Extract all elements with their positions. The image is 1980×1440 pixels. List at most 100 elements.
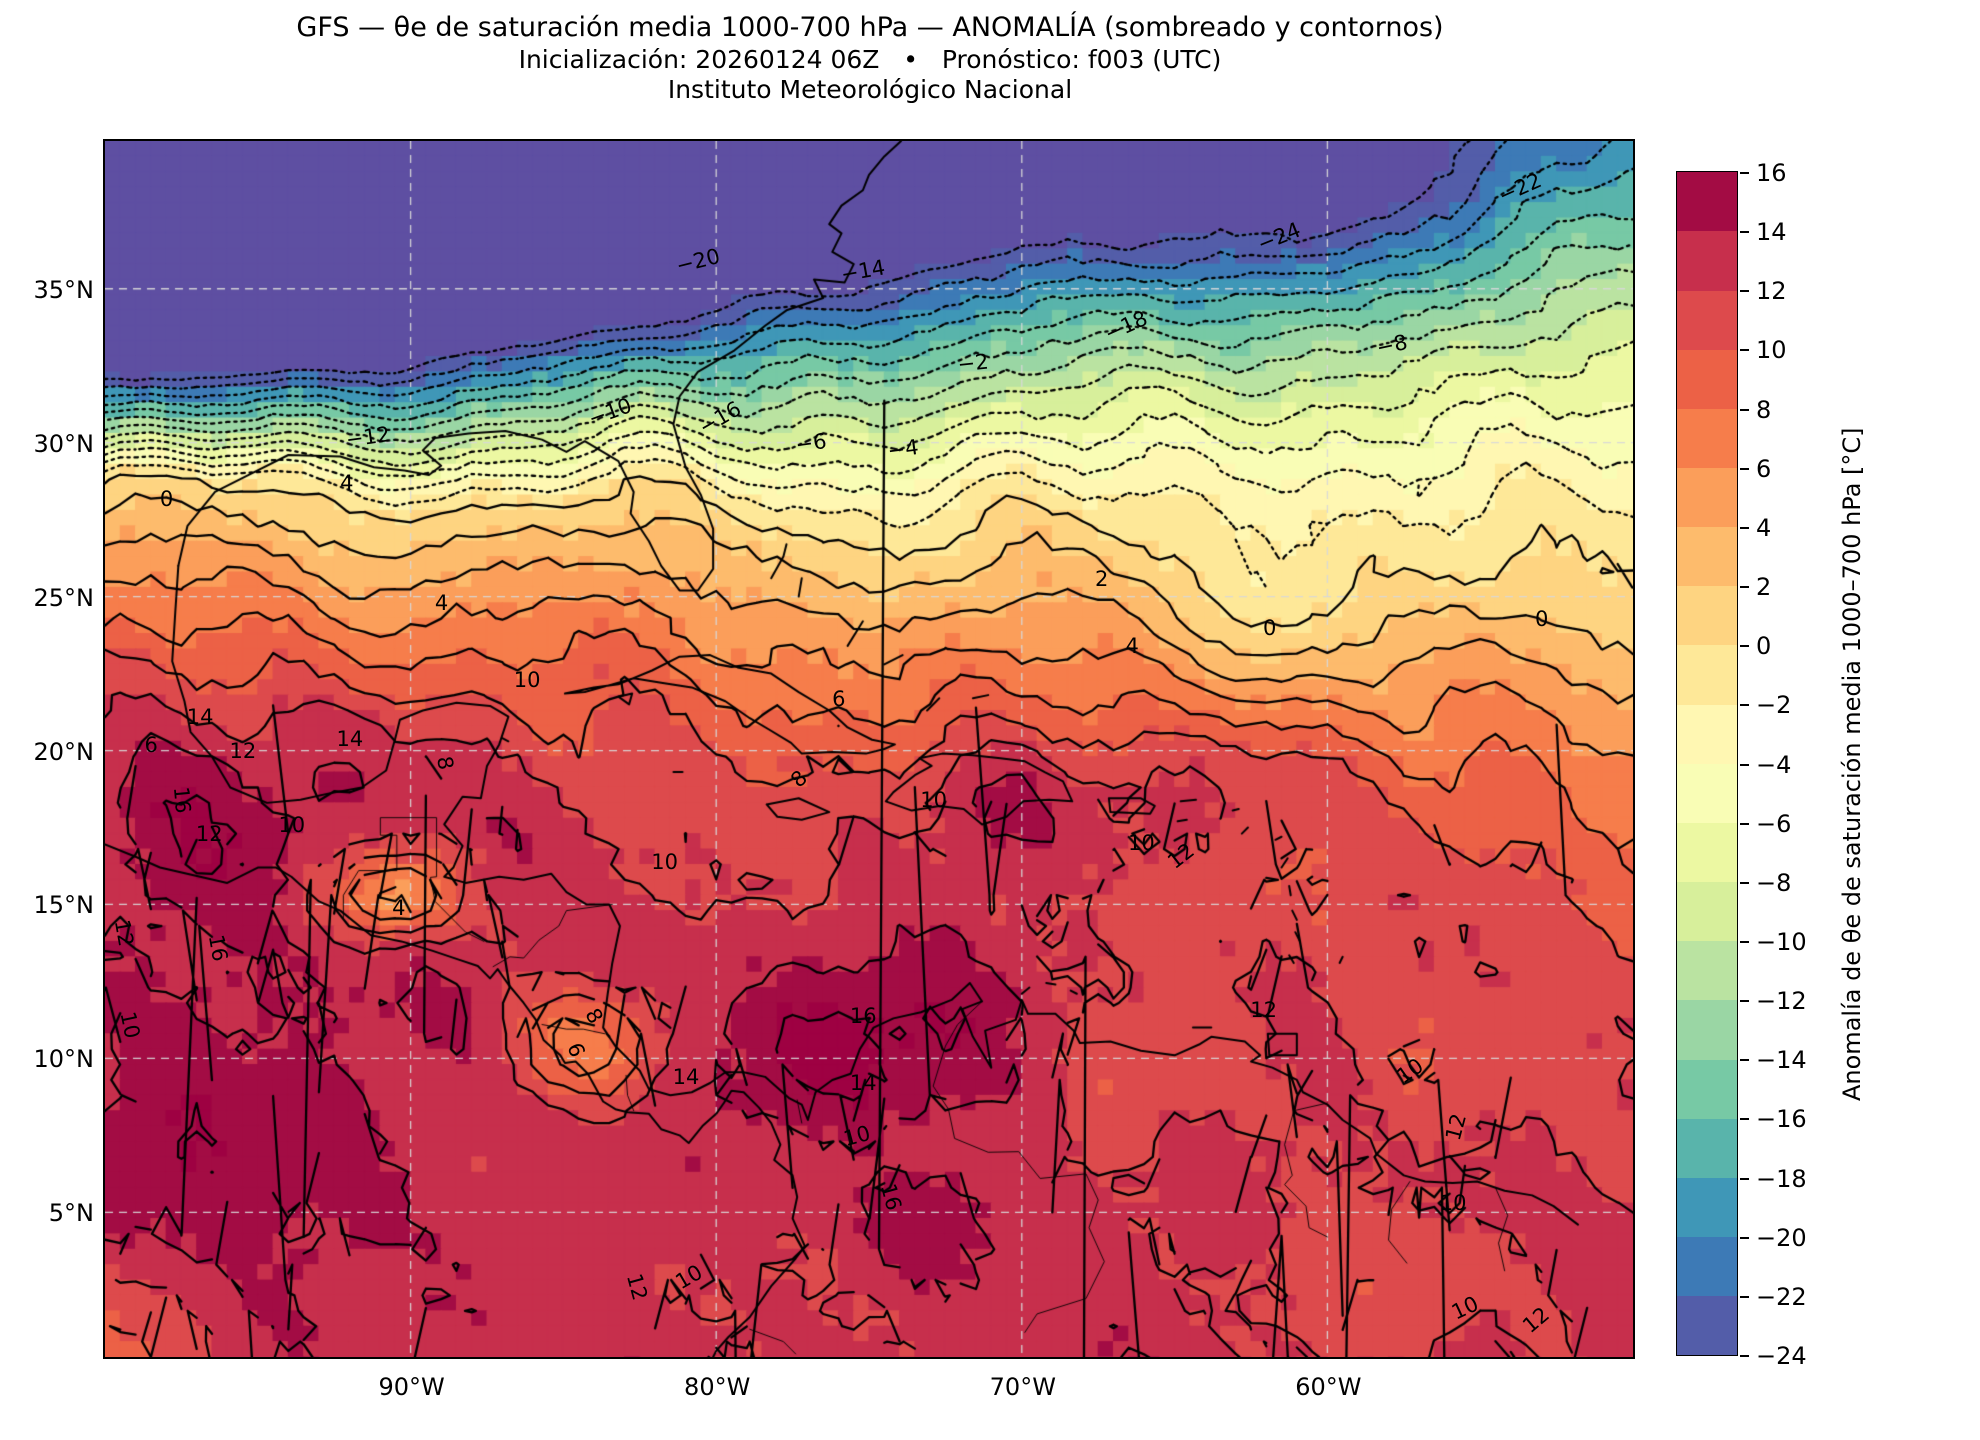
- colorbar-band: [1677, 1000, 1738, 1060]
- colorbar-tick-mark: [1740, 586, 1749, 589]
- colorbar-tick-mark: [1740, 172, 1749, 174]
- lon-tick-label: 90°W: [378, 1373, 445, 1401]
- page-title: GFS — θe de saturación media 1000-700 hP…: [296, 12, 1444, 43]
- map-plot-area: −22 −24 −18 −20 −14 −8 −16 −10 −6 −4 −2 −12 0 0 0 2 4 4 4 4…: [103, 139, 1636, 1360]
- colorbar-tick-label: −18: [1756, 1164, 1807, 1193]
- colorbar-tick-label: −6: [1756, 809, 1792, 838]
- colorbar-tick-label: −24: [1756, 1342, 1807, 1370]
- colorbar-tick-mark: [1740, 1059, 1749, 1062]
- colorbar-tick-label: 0: [1756, 632, 1772, 661]
- colorbar-tick-mark: [1740, 231, 1749, 234]
- contour-label: −4: [886, 435, 921, 464]
- colorbar-tick-label: 10: [1756, 336, 1787, 365]
- contour-label: 10: [1439, 1191, 1467, 1216]
- colorbar-band: [1677, 527, 1738, 587]
- lon-tick-label: 70°W: [989, 1373, 1056, 1401]
- lon-tick-label: 80°W: [684, 1373, 751, 1401]
- contour-label: 12: [229, 738, 257, 763]
- lon-tick-label: 60°W: [1295, 1373, 1362, 1401]
- colorbar-band: [1677, 645, 1738, 705]
- colorbar-tick-label: 8: [1756, 395, 1772, 424]
- colorbar-tick-mark: [1740, 704, 1749, 707]
- colorbar-band: [1677, 349, 1738, 409]
- colorbar-tick-mark: [1740, 1355, 1749, 1357]
- colorbar-label: Anomalía de θe de saturación media 1000–…: [1838, 427, 1866, 1102]
- contour-label: 4: [434, 591, 449, 616]
- colorbar-band: [1677, 882, 1738, 942]
- colorbar-band: [1677, 1118, 1738, 1178]
- lat-tick-label: 25°N: [33, 583, 95, 612]
- colorbar-tick-label: 4: [1756, 513, 1772, 542]
- contour-label: 10: [278, 812, 306, 837]
- contour-label: 10: [651, 849, 679, 874]
- colorbar-tick-label: 2: [1756, 573, 1772, 602]
- colorbar-band: [1677, 1296, 1738, 1356]
- contour-label: 4: [1125, 634, 1139, 659]
- colorbar-band: [1677, 1177, 1738, 1238]
- colorbar-tick-mark: [1740, 467, 1749, 470]
- contour-label: 14: [672, 1065, 700, 1090]
- contour-label: 4: [340, 471, 354, 496]
- title-block: GFS — θe de saturación media 1000-700 hP…: [106, 12, 1634, 106]
- colorbar-tick-label: −12: [1756, 987, 1807, 1016]
- colorbar-tick-label: −10: [1756, 927, 1807, 956]
- contour-label: 0: [1535, 606, 1549, 631]
- colorbar-tick-label: −20: [1756, 1223, 1807, 1252]
- contour-label: 16: [168, 785, 195, 815]
- colorbar-band: [1677, 704, 1738, 764]
- contour-label: 12: [1250, 997, 1277, 1022]
- lat-tick-label: 30°N: [33, 429, 95, 458]
- subtitle-institution: Instituto Meteorológico Nacional: [667, 75, 1073, 105]
- colorbar-band: [1677, 467, 1738, 528]
- colorbar-tick-mark: [1740, 526, 1749, 529]
- colorbar-tick-label: −14: [1756, 1046, 1807, 1075]
- colorbar-tick-label: −8: [1756, 868, 1792, 897]
- contour-label: 16: [849, 1003, 877, 1028]
- colorbar-tick-mark: [1740, 1118, 1749, 1121]
- colorbar-band: [1677, 763, 1738, 823]
- contour-label: 4: [392, 895, 406, 920]
- contour-label: 12: [195, 822, 223, 847]
- colorbar-tick-mark: [1740, 763, 1749, 766]
- lat-tick-label: 20°N: [33, 737, 95, 766]
- contour-label: 14: [849, 1071, 877, 1096]
- contour-label: −6: [794, 429, 829, 458]
- contour-label: 14: [336, 726, 364, 751]
- colorbar-band: [1677, 172, 1738, 232]
- contour-label: 12: [109, 917, 138, 948]
- colorbar-tick-mark: [1740, 822, 1749, 825]
- contour-label: 6: [144, 732, 158, 757]
- subtitle-init-forecast: Inicialización: 20260124 06Z • Pronóstic…: [518, 44, 1222, 74]
- colorbar-tick-mark: [1740, 408, 1749, 411]
- colorbar-tick-mark: [1740, 1177, 1749, 1180]
- colorbar-tick-mark: [1740, 645, 1749, 648]
- colorbar-tick-mark: [1740, 1236, 1749, 1239]
- colorbar-tick-label: 6: [1756, 454, 1772, 483]
- colorbar-tick-label: −4: [1756, 750, 1792, 779]
- colorbar-band: [1677, 586, 1738, 646]
- colorbar-tick-mark: [1740, 1295, 1749, 1298]
- lat-tick-label: 10°N: [33, 1045, 95, 1074]
- colorbar-tick-label: −22: [1756, 1282, 1807, 1311]
- contour-label: 0: [1263, 615, 1277, 640]
- colorbar-tick-label: 14: [1756, 218, 1787, 247]
- contour-label: 0: [159, 486, 174, 511]
- contour-map-canvas: [105, 141, 1634, 1358]
- contour-label: 10: [1128, 831, 1155, 856]
- colorbar-tick-mark: [1740, 349, 1749, 352]
- colorbar-band: [1677, 231, 1738, 291]
- contour-label: 10: [513, 668, 541, 693]
- colorbar-tick-label: 12: [1756, 277, 1787, 306]
- colorbar-band: [1677, 290, 1738, 350]
- contour-label: 10: [115, 1009, 145, 1041]
- colorbar-band: [1677, 822, 1738, 883]
- contour-label: 16: [204, 932, 233, 964]
- contour-label: −2: [956, 349, 990, 377]
- colorbar: [1676, 171, 1739, 1357]
- colorbar-tick-mark: [1740, 1000, 1749, 1003]
- lat-tick-label: 5°N: [48, 1199, 94, 1228]
- contour-label: 10: [920, 788, 947, 813]
- colorbar-tick-mark: [1740, 940, 1749, 943]
- colorbar-band: [1677, 408, 1738, 468]
